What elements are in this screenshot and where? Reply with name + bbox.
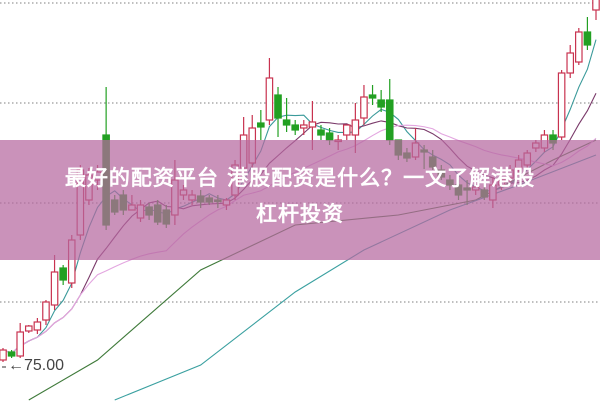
candle-up xyxy=(575,31,583,63)
title-line-2: 杠杆投资 xyxy=(256,202,344,226)
candle-up xyxy=(342,124,351,136)
candle-up xyxy=(33,321,42,331)
candle-up xyxy=(351,119,360,136)
candle-up xyxy=(265,77,274,121)
title-banner xyxy=(0,140,600,260)
candle-down xyxy=(317,129,325,136)
candle-up xyxy=(360,96,368,119)
candle-down xyxy=(385,99,394,141)
candle-down xyxy=(59,267,67,281)
candle-up xyxy=(42,301,50,321)
candle-down xyxy=(7,351,16,357)
candle-up xyxy=(299,124,308,129)
candle-up xyxy=(592,0,600,11)
candle-up xyxy=(16,331,24,357)
article-title: 最好的配资平台 港股配资是什么？一文了解港股 杠杆投资 xyxy=(0,160,600,232)
candle-up xyxy=(308,121,317,128)
candle-up xyxy=(24,325,33,332)
candle-up xyxy=(0,349,7,361)
candle-down xyxy=(368,94,377,99)
candle-down xyxy=(282,119,291,126)
candle-down xyxy=(377,99,385,108)
price-marker-label: ←75.00 xyxy=(8,357,65,374)
candle-up xyxy=(50,271,59,306)
candle-down xyxy=(325,132,334,141)
candle-down xyxy=(291,124,300,131)
candle-down xyxy=(583,31,592,46)
candle-down xyxy=(257,122,265,128)
candle-up xyxy=(557,72,566,138)
title-line-1: 最好的配资平台 港股配资是什么？一文了解港股 xyxy=(64,166,536,190)
candle-down xyxy=(274,94,282,119)
candle-up xyxy=(566,52,575,74)
